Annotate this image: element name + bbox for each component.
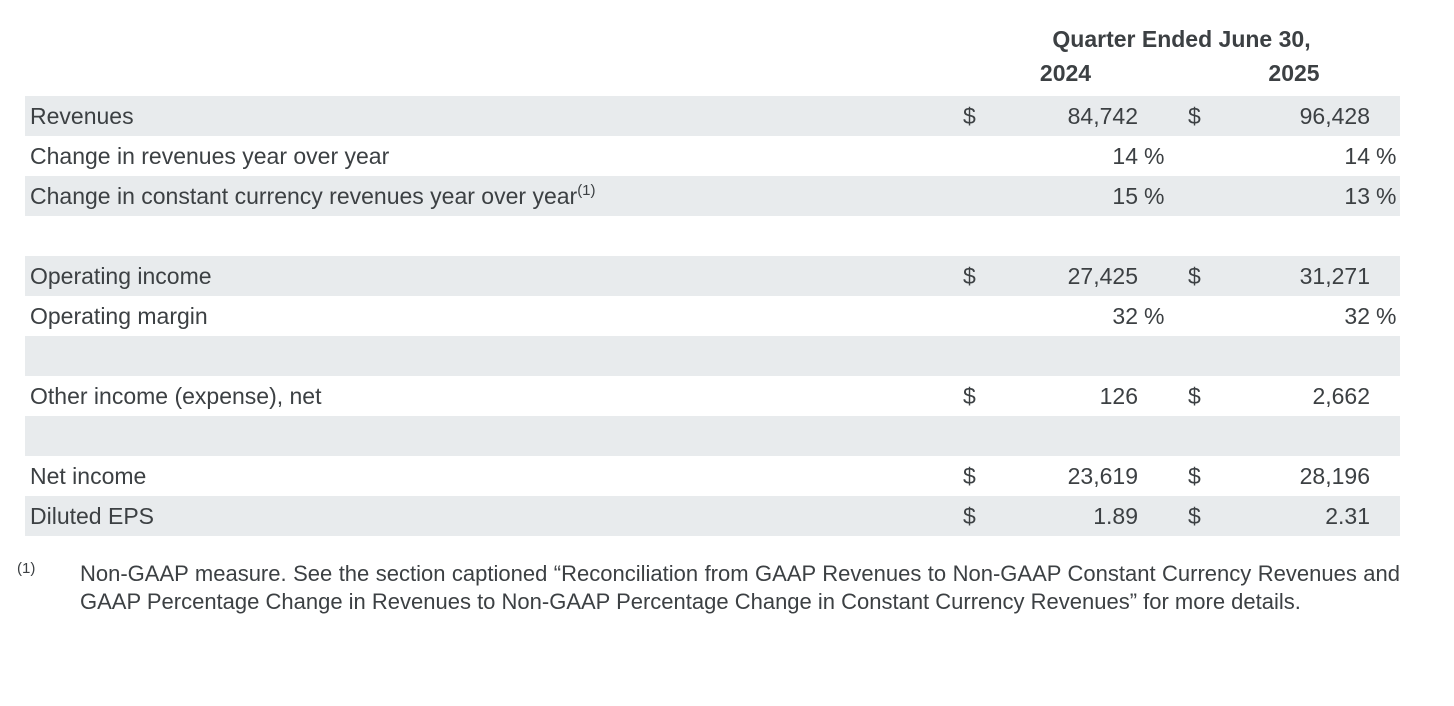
- col-2024: [963, 416, 1168, 456]
- table-row: Change in revenues year over year 14 % 1…: [25, 136, 1400, 176]
- row-label-cell: Diluted EPS: [25, 503, 963, 530]
- column-gap: [1168, 58, 1188, 88]
- suffix-cell: %: [1376, 142, 1397, 169]
- value-cell: 27,425: [1067, 262, 1138, 289]
- table-header-title-row: Quarter Ended June 30,: [25, 24, 1400, 54]
- col-2025: [1188, 416, 1400, 456]
- col-2025: $ 2.31: [1188, 496, 1400, 536]
- currency-cell: $: [963, 502, 976, 529]
- table-row: Net income $ 23,619 $ 28,196: [25, 456, 1400, 496]
- quarter-ended-title: Quarter Ended June 30,: [1052, 26, 1311, 52]
- table-row: Operating margin 32 % 32 %: [25, 296, 1400, 336]
- col-2025: 32 %: [1188, 296, 1400, 336]
- value-cell: 14: [1112, 142, 1138, 169]
- value-cell: 32: [1112, 302, 1138, 329]
- row-label-cell: Change in constant currency revenues yea…: [25, 183, 963, 210]
- col-2024: $ 27,425: [963, 256, 1168, 296]
- table-row: [25, 216, 1400, 256]
- col-2025: $ 2,662: [1188, 376, 1400, 416]
- financial-results-sheet: Quarter Ended June 30, 2024 2025 Revenue…: [25, 24, 1400, 536]
- table-row: Revenues $ 84,742 $ 96,428: [25, 96, 1400, 136]
- value-cell: 13: [1344, 182, 1370, 209]
- table-row: [25, 336, 1400, 376]
- value-cell: 23,619: [1067, 462, 1138, 489]
- currency-cell: $: [1188, 502, 1201, 529]
- col-2025: [1188, 216, 1400, 256]
- row-label: Net income: [30, 462, 147, 489]
- row-label: Operating margin: [30, 302, 208, 329]
- table-row: [25, 416, 1400, 456]
- col-2024: 14 %: [963, 136, 1168, 176]
- row-label-cell: Operating income: [25, 263, 963, 290]
- row-label: Change in revenues year over year: [30, 142, 390, 169]
- footnote-text: Non-GAAP measure. See the section captio…: [80, 561, 1400, 614]
- row-label: Revenues: [30, 102, 134, 129]
- value-cell: 96,428: [1299, 102, 1370, 129]
- currency-cell: $: [1188, 462, 1201, 489]
- row-label-cell: Operating margin: [25, 303, 963, 330]
- value-cell: 14: [1344, 142, 1370, 169]
- col-2025: [1188, 336, 1400, 376]
- row-label-cell: Revenues: [25, 103, 963, 130]
- row-label-footnote-ref: (1): [577, 182, 596, 199]
- value-cell: 15: [1112, 182, 1138, 209]
- table-row: Change in constant currency revenues yea…: [25, 176, 1400, 216]
- currency-cell: $: [963, 462, 976, 489]
- table-header-years-row: 2024 2025: [25, 58, 1400, 88]
- value-cell: 31,271: [1299, 262, 1370, 289]
- col-2024: 15 %: [963, 176, 1168, 216]
- currency-cell: $: [963, 382, 976, 409]
- col-2024: [963, 336, 1168, 376]
- row-label: Diluted EPS: [30, 502, 155, 529]
- table-row: Operating income $ 27,425 $ 31,271: [25, 256, 1400, 296]
- value-cell: 2.31: [1325, 502, 1370, 529]
- suffix-cell: %: [1144, 142, 1165, 169]
- row-label: Other income (expense), net: [30, 382, 322, 409]
- row-label-cell: Change in revenues year over year: [25, 143, 963, 170]
- footnote-marker: (1): [17, 560, 36, 577]
- row-label-cell: Net income: [25, 463, 963, 490]
- currency-cell: $: [1188, 102, 1201, 129]
- suffix-cell: %: [1144, 302, 1165, 329]
- col-2024: [963, 216, 1168, 256]
- value-cell: 126: [1099, 382, 1138, 409]
- header-spacer: [25, 58, 963, 88]
- col-2024: $ 1.89: [963, 496, 1168, 536]
- value-cell: 32: [1344, 302, 1370, 329]
- col-2025: $ 28,196: [1188, 456, 1400, 496]
- currency-cell: $: [963, 262, 976, 289]
- row-label-cell: Other income (expense), net: [25, 383, 963, 410]
- column-header-2025: 2025: [1268, 60, 1320, 86]
- col-2025: 14 %: [1188, 136, 1400, 176]
- value-cell: 84,742: [1067, 102, 1138, 129]
- footnote: (1) Non-GAAP measure. See the section ca…: [17, 560, 1400, 616]
- row-label: Change in constant currency revenues yea…: [30, 182, 578, 209]
- value-cell: 2,662: [1312, 382, 1370, 409]
- col-2025: $ 96,428: [1188, 96, 1400, 136]
- currency-cell: $: [1188, 382, 1201, 409]
- table-body: Revenues $ 84,742 $ 96,428 Change in rev…: [25, 96, 1400, 536]
- value-cell: 28,196: [1299, 462, 1370, 489]
- suffix-cell: %: [1144, 182, 1165, 209]
- col-2025: $ 31,271: [1188, 256, 1400, 296]
- suffix-cell: %: [1376, 182, 1397, 209]
- column-header-2024: 2024: [1039, 60, 1092, 86]
- table-row: Diluted EPS $ 1.89 $ 2.31: [25, 496, 1400, 536]
- col-2024: 32 %: [963, 296, 1168, 336]
- currency-cell: $: [1188, 262, 1201, 289]
- currency-cell: $: [963, 102, 976, 129]
- value-cell: 1.89: [1093, 502, 1138, 529]
- row-label: Operating income: [30, 262, 212, 289]
- table-row: Other income (expense), net $ 126 $ 2,66…: [25, 376, 1400, 416]
- header-spacer: [25, 24, 963, 54]
- col-2024: $ 126: [963, 376, 1168, 416]
- col-2024: $ 23,619: [963, 456, 1168, 496]
- col-2025: 13 %: [1188, 176, 1400, 216]
- col-2024: $ 84,742: [963, 96, 1168, 136]
- suffix-cell: %: [1376, 302, 1397, 329]
